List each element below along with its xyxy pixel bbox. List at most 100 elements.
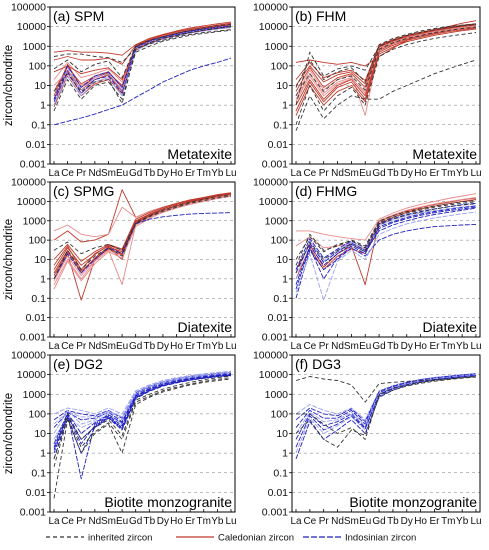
x-tick-label: Sm — [101, 516, 116, 527]
chart-panel: 0.001 0.01 0.1 1 10 100 1000 10000 100000 La Ce Pr N… — [253, 2, 482, 180]
series-line-indosinian — [53, 27, 232, 106]
series-line-caledonian — [296, 193, 477, 241]
legend-label-indosinian: Indosinian zircon — [345, 533, 416, 544]
plot-frame — [291, 6, 481, 165]
plot-frame — [49, 6, 236, 165]
y-tick-label: 10000 — [259, 196, 288, 208]
x-tick-label: Tm — [441, 516, 455, 527]
series-line-caledonian — [53, 195, 232, 290]
x-tick-label: La — [290, 516, 302, 527]
x-tick-label: Dy — [157, 516, 169, 527]
x-tick-label: Er — [185, 516, 196, 527]
x-tick-label: La — [48, 168, 60, 179]
x-tick-label: Ce — [61, 516, 74, 527]
plot-frame — [291, 354, 481, 513]
x-tick-label: Ce — [303, 516, 316, 527]
rock-type-label: Biotite monzogranite — [349, 494, 477, 510]
series-line-inherited — [295, 32, 477, 125]
series-line-inherited — [53, 375, 232, 460]
series-line-indosinian — [295, 375, 477, 460]
y-tick-label: 1 — [40, 273, 46, 285]
x-tick-label: Ho — [414, 516, 427, 527]
y-tick-label: 0.01 — [26, 487, 47, 499]
y-tick-label: 10 — [276, 254, 288, 266]
y-tick-label: 0.01 — [26, 312, 47, 324]
x-tick-label: Tb — [143, 341, 155, 352]
y-tick-label: 10 — [276, 428, 288, 440]
x-tick-label: Lu — [225, 168, 236, 179]
y-tick-label: 0.1 — [31, 293, 46, 305]
y-tick-label: 10000 — [259, 369, 288, 381]
y-axis-label: zircon/chondrite — [3, 393, 15, 474]
series-line-caledonian — [295, 199, 477, 280]
x-tick-label: Er — [185, 168, 196, 179]
rock-type-label: Diatexite — [178, 319, 233, 335]
series-line-indosinian — [53, 57, 232, 126]
plot-frame — [49, 354, 236, 513]
y-tick-label: 100 — [270, 235, 288, 247]
legend-label-inherited: inherited zircon — [88, 533, 152, 544]
x-tick-label: Gd — [372, 516, 385, 527]
rock-type-label: Metatexite — [412, 146, 477, 162]
chart-panel: 0.001 0.01 0.1 1 10 100 1000 10000 100000 La Ce Pr N… — [3, 2, 237, 180]
y-tick-label: 0.001 — [20, 159, 46, 171]
y-axis-label: zircon/chondrite — [3, 219, 15, 300]
rock-type-label: Diatexite — [423, 319, 478, 335]
series-line-caledonian — [295, 26, 477, 102]
y-tick-label: 0.001 — [20, 332, 46, 344]
series-line-inherited — [53, 195, 232, 280]
series-line-inherited — [295, 26, 477, 97]
x-tick-label: La — [48, 341, 60, 352]
x-tick-label: Pr — [76, 516, 87, 527]
plot-frame — [49, 181, 236, 338]
series-line-inherited — [295, 201, 477, 260]
series-line-indosinian — [295, 206, 477, 290]
x-tick-label: Ce — [303, 341, 316, 352]
series-line-caledonian — [295, 28, 477, 116]
series-line-indosinian — [295, 374, 477, 454]
legend-label-caledonian: Caledonian zircon — [218, 533, 294, 544]
x-tick-label: Nd — [331, 168, 344, 179]
x-tick-label: Nd — [331, 341, 344, 352]
x-tick-label: Gd — [129, 168, 142, 179]
y-tick-label: 1 — [282, 100, 288, 112]
x-tick-label: Tm — [441, 168, 455, 179]
series-line-caledonian — [53, 193, 232, 301]
x-tick-label: Tm — [197, 341, 211, 352]
series-line-indosinian — [295, 205, 477, 274]
x-tick-label: Lu — [470, 168, 481, 179]
x-tick-label: Eu — [359, 516, 371, 527]
series-line-inherited — [295, 23, 477, 106]
series-line-indosinian — [295, 374, 477, 434]
chart-panel: 0.001 0.01 0.1 1 10 100 1000 10000 100000 La Ce Pr N… — [3, 350, 237, 528]
series-line-indosinian — [53, 373, 232, 444]
y-tick-label: 1 — [40, 448, 46, 460]
series-line-inherited — [295, 59, 477, 131]
x-tick-label: Nd — [88, 168, 101, 179]
chart-panel: 0.001 0.01 0.1 1 10 100 1000 10000 100000 La Ce Pr N… — [253, 177, 482, 353]
x-tick-label: Dy — [157, 168, 169, 179]
x-tick-label: Pr — [319, 341, 330, 352]
series-line-indosinian — [53, 25, 232, 100]
panel-label: (c) SPMG — [53, 183, 114, 199]
series-line-indosinian — [53, 371, 232, 421]
x-tick-label: Ce — [303, 168, 316, 179]
y-tick-label: 10 — [34, 254, 46, 266]
x-tick-label: Gd — [129, 341, 142, 352]
y-tick-label: 0.01 — [26, 139, 47, 151]
x-tick-label: Eu — [116, 516, 128, 527]
series-line-indosinian — [295, 373, 477, 428]
x-tick-label: Ce — [61, 168, 74, 179]
y-tick-label: 100 — [270, 408, 288, 420]
x-tick-label: Sm — [101, 168, 116, 179]
x-tick-label: Yb — [211, 168, 224, 179]
x-tick-label: Tm — [197, 516, 211, 527]
series-line-indosinian — [53, 374, 232, 450]
y-tick-label: 1000 — [23, 215, 47, 227]
x-tick-label: Pr — [319, 516, 330, 527]
x-tick-label: Sm — [101, 341, 116, 352]
series-line-caledonian — [53, 25, 232, 100]
x-tick-label: Pr — [319, 168, 330, 179]
series-line-indosinian — [53, 26, 232, 102]
series-line-caledonian — [53, 21, 232, 56]
